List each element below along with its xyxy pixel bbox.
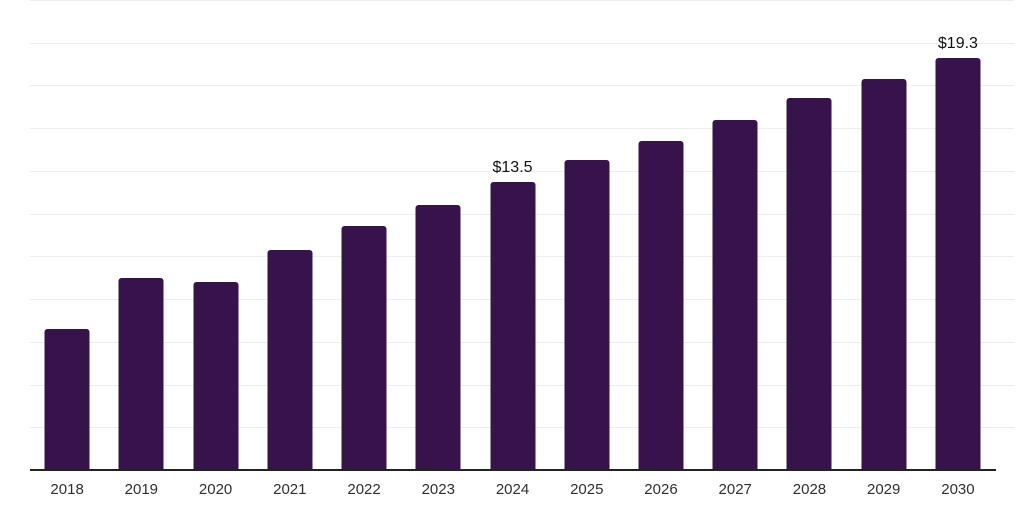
bar-column-2018 [30,0,104,470]
data-label-2030: $19.3 [937,34,978,52]
bar-column-2019 [104,0,178,470]
x-tick-label-2029: 2029 [867,481,901,498]
x-tick-label-2022: 2022 [347,481,381,498]
bar-column-2021 [253,0,327,470]
x-tick-label-2020: 2020 [198,481,233,498]
x-tick-label-2027: 2027 [718,481,752,498]
bar-column-2023 [401,0,475,470]
bar-2030 [935,57,981,470]
x-tick-label-2026: 2026 [644,481,678,498]
gridline [30,128,1014,130]
x-tick-label-2021: 2021 [273,481,307,498]
x-tick-label-2030: 2030 [941,481,975,498]
bar-column-2026 [624,0,698,470]
bars-layer: $13.5 $19.3 [30,0,995,470]
bar-column-2029 [847,0,921,470]
bar-2020 [193,282,239,470]
bar-2025 [564,160,610,470]
bar-2021 [267,249,313,470]
x-tick-label-2019: 2019 [124,481,159,498]
bar-2023 [415,205,461,470]
bar-2026 [638,141,684,470]
bar-column-2022 [327,0,401,470]
bar-column-2027 [698,0,772,470]
x-tick-label-2025: 2025 [570,481,604,498]
x-tick-label-2028: 2028 [792,481,827,498]
bar-2029 [861,79,907,470]
gridline [30,85,1014,87]
gridline [30,170,1014,172]
bar-2022 [341,226,387,470]
bar-2028 [786,98,832,470]
bar-2018 [44,329,90,470]
bar-2024 [490,181,536,470]
bar-2027 [712,119,758,470]
bar-column-2020 [178,0,252,470]
bar-column-2028 [772,0,846,470]
gridline [30,42,1014,44]
x-tick-label-2023: 2023 [421,481,455,498]
bar-column-2030: $19.3 [921,0,995,470]
bar-column-2024: $13.5 [475,0,549,470]
bar-2019 [118,277,164,470]
data-label-2024: $13.5 [492,158,533,176]
x-tick-label-2024: 2024 [495,481,530,498]
x-axis-line [30,469,996,471]
x-axis-tick-labels: 2018 2019 2020 2021 2022 2023 2024 2025 2026 2027… [30,480,995,500]
x-tick-label-2018: 2018 [50,481,84,498]
gridline [30,0,1014,1]
bar-column-2025 [550,0,624,470]
